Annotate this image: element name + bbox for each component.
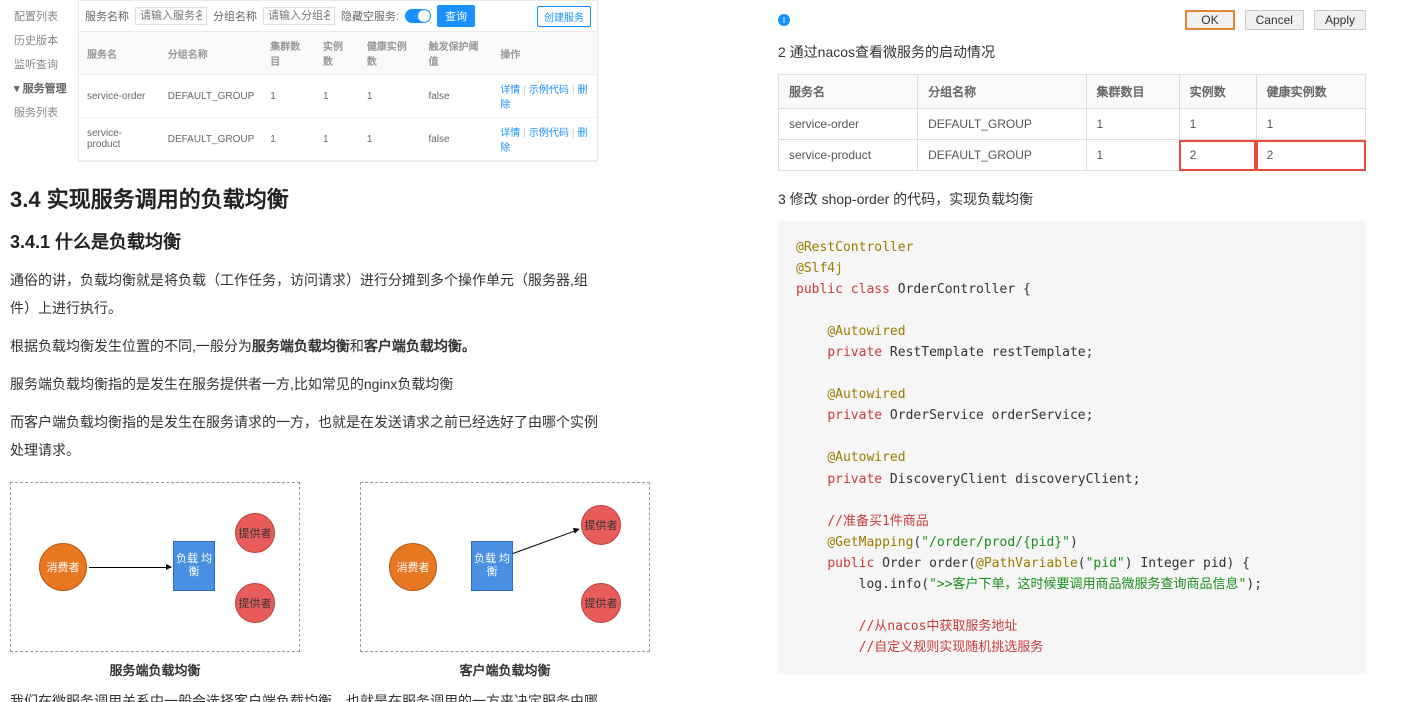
client-lb-box: 消费者 负载 均衡 提供者 提供者 xyxy=(360,482,650,652)
nacos-panel: 配置列表历史版本监听查询▾ 服务管理服务列表 服务名称 分组名称 隐藏空服务: … xyxy=(10,0,598,162)
detail-link[interactable]: 详情 xyxy=(500,128,520,139)
section-heading-3-4-1: 3.4.1 什么是负载均衡 xyxy=(10,228,598,254)
nacos-sidebar: 配置列表历史版本监听查询▾ 服务管理服务列表 xyxy=(10,0,78,162)
cancel-button[interactable]: Cancel xyxy=(1245,10,1304,30)
hide-empty-toggle[interactable] xyxy=(405,9,431,23)
sample-link[interactable]: 示例代码 xyxy=(529,128,569,139)
consumer-node: 消费者 xyxy=(389,543,437,591)
ok-button[interactable]: OK xyxy=(1185,10,1234,30)
table-row: service-productDEFAULT_GROUP122 xyxy=(779,140,1366,171)
nacos-side-item[interactable]: 服务列表 xyxy=(10,100,78,124)
table-row: service-productDEFAULT_GROUP111false详情|示… xyxy=(79,118,597,161)
info-icon: i xyxy=(778,14,790,26)
paragraph: 而客户端负载均衡指的是发生在服务请求的一方，也就是在发送请求之前已经选好了由哪个… xyxy=(10,408,598,464)
nacos-side-item[interactable]: ▾ 服务管理 xyxy=(10,76,78,100)
sample-link[interactable]: 示例代码 xyxy=(529,85,569,96)
lb-node: 负载 均衡 xyxy=(173,541,215,591)
nacos-side-item[interactable]: 历史版本 xyxy=(10,28,78,52)
diagram-label: 服务端负载均衡 xyxy=(10,660,300,679)
provider-node: 提供者 xyxy=(581,583,621,623)
nacos-service-table: 服务名分组名称集群数目实例数健康实例数触发保护阈值操作 service-orde… xyxy=(79,32,597,161)
paragraph: 根据负载均衡发生位置的不同,一般分为服务端负载均衡和客户端负载均衡。 xyxy=(10,332,598,360)
dialog-button-row: i OK Cancel Apply xyxy=(778,10,1366,30)
consumer-node: 消费者 xyxy=(39,543,87,591)
lb-diagram: 消费者 负载 均衡 提供者 提供者 服务端负载均衡 消费者 负载 均衡 提供者 … xyxy=(10,482,598,679)
arrow-icon xyxy=(513,529,579,554)
code-block: @RestController @Slf4j public class Orde… xyxy=(778,221,1366,674)
nacos-side-item[interactable]: 配置列表 xyxy=(10,4,78,28)
nacos-status-table: 服务名分组名称集群数目实例数健康实例数 service-orderDEFAULT… xyxy=(778,74,1366,171)
nacos-filter-bar: 服务名称 分组名称 隐藏空服务: 查询 创建服务 xyxy=(79,1,597,32)
detail-link[interactable]: 详情 xyxy=(500,85,520,96)
paragraph: 服务端负载均衡指的是发生在服务提供者一方,比如常见的nginx负载均衡 xyxy=(10,370,598,398)
diagram-label: 客户端负载均衡 xyxy=(360,660,650,679)
server-lb-box: 消费者 负载 均衡 提供者 提供者 xyxy=(10,482,300,652)
svc-name-input[interactable] xyxy=(135,7,207,25)
svc-name-label: 服务名称 xyxy=(85,8,129,24)
provider-node: 提供者 xyxy=(235,583,275,623)
paragraph: 通俗的讲，负载均衡就是将负载（工作任务，访问请求）进行分摊到多个操作单元（服务器… xyxy=(10,266,598,322)
step-heading: 3 修改 shop-order 的代码，实现负载均衡 xyxy=(778,189,1366,209)
provider-node: 提供者 xyxy=(235,513,275,553)
table-row: service-orderDEFAULT_GROUP111false详情|示例代… xyxy=(79,75,597,118)
paragraph: 我们在微服务调用关系中一般会选择客户端负载均衡，也就是在服务调用的一方来决定服务… xyxy=(10,687,598,702)
lb-node: 负载 均衡 xyxy=(471,541,513,591)
table-row: service-orderDEFAULT_GROUP111 xyxy=(779,109,1366,140)
nacos-side-item[interactable]: 监听查询 xyxy=(10,52,78,76)
query-button[interactable]: 查询 xyxy=(437,5,475,27)
group-name-label: 分组名称 xyxy=(213,8,257,24)
provider-node: 提供者 xyxy=(581,505,621,545)
step-heading: 2 通过nacos查看微服务的启动情况 xyxy=(778,42,1366,62)
group-name-input[interactable] xyxy=(263,7,335,25)
create-service-button[interactable]: 创建服务 xyxy=(537,6,591,27)
section-heading-3-4: 3.4 实现服务调用的负载均衡 xyxy=(10,182,598,214)
apply-button[interactable]: Apply xyxy=(1314,10,1366,30)
hide-empty-label: 隐藏空服务: xyxy=(341,8,399,24)
arrow-icon xyxy=(89,567,171,568)
